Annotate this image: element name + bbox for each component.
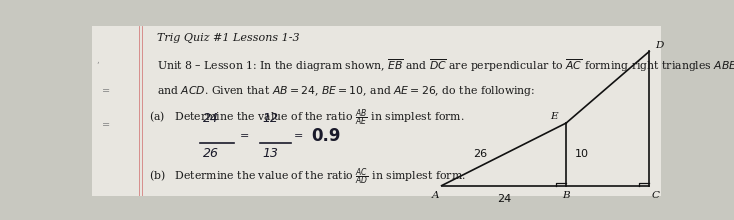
Text: D: D [655,41,664,50]
Text: 26: 26 [473,149,487,159]
Text: (b)   Determine the value of the ratio $\frac{AC}{AD}$ in simplest form.: (b) Determine the value of the ratio $\f… [148,167,465,188]
Text: =: = [102,120,110,130]
Text: C: C [652,191,660,200]
Text: 24: 24 [497,194,511,204]
Text: =: = [294,131,303,141]
Text: =: = [102,86,110,96]
Text: 0.9: 0.9 [310,127,341,145]
Text: E: E [550,112,558,121]
Text: ,: , [96,56,99,65]
Text: A: A [432,191,440,200]
Text: =: = [239,131,249,141]
Text: and $ACD$. Given that $AB=24$, $BE=10$, and $AE=26$, do the following:: and $ACD$. Given that $AB=24$, $BE=10$, … [157,84,536,98]
Text: B: B [562,191,570,200]
Text: Trig Quiz #1 Lessons 1-3: Trig Quiz #1 Lessons 1-3 [157,33,299,43]
Text: 26: 26 [203,147,219,160]
Text: 24: 24 [203,112,219,125]
Text: 12: 12 [262,112,278,125]
Text: Unit 8 – Lesson 1: In the diagram shown, $\overline{EB}$ and $\overline{DC}$ are: Unit 8 – Lesson 1: In the diagram shown,… [157,57,734,73]
Text: (a)   Determine the value of the ratio $\frac{AB}{AE}$ in simplest form.: (a) Determine the value of the ratio $\f… [148,108,464,129]
Text: 10: 10 [575,149,589,159]
Text: 13: 13 [262,147,278,160]
